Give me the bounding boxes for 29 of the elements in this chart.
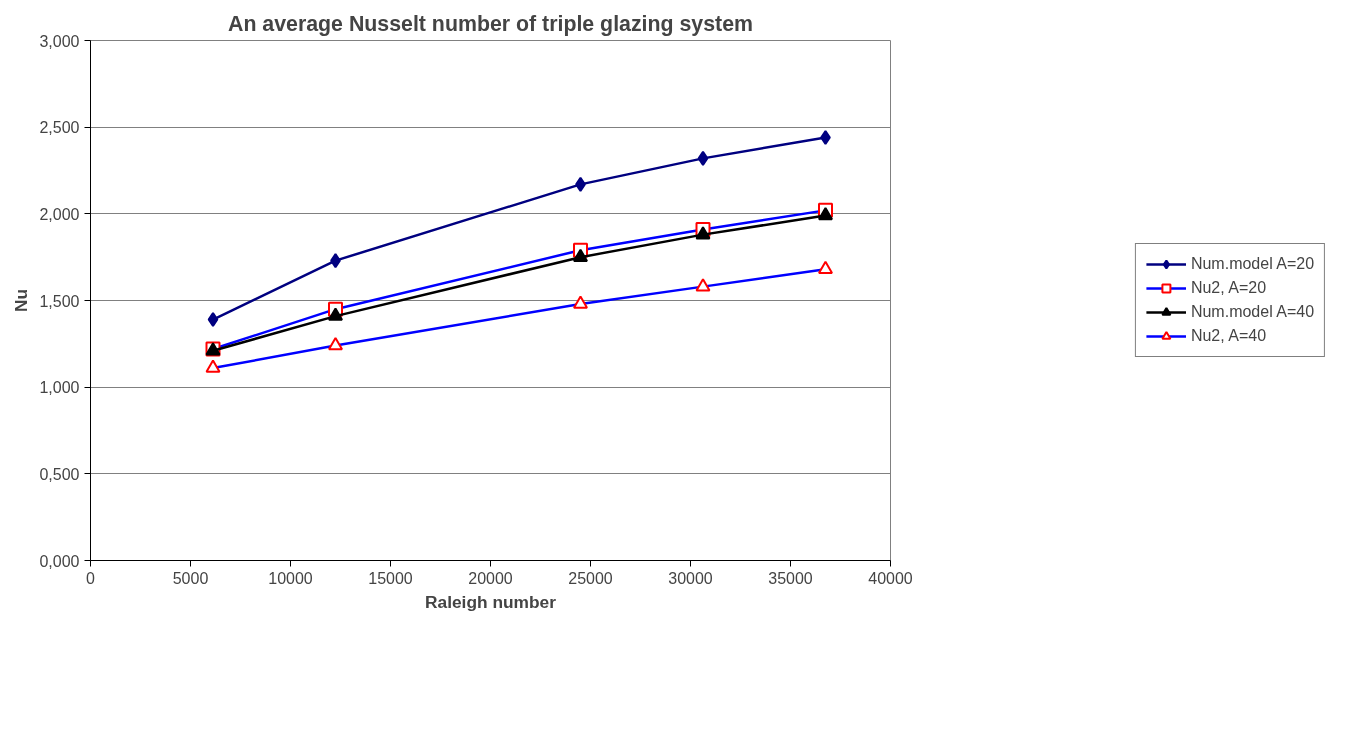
legend-label: Num.model A=20 <box>1190 255 1315 273</box>
y-tick-label: 0,000 <box>39 552 80 570</box>
point <box>573 248 588 262</box>
legend-label: Nu2, A=40 <box>1190 327 1267 345</box>
legend-label: Nu2, A=20 <box>1190 279 1267 297</box>
x-tick-label: 20000 <box>468 569 513 587</box>
x-tick-label: 35000 <box>768 569 813 587</box>
y-tick-label: 2,000 <box>39 205 80 223</box>
y-tick-label: 0,500 <box>39 465 80 483</box>
x-tick-label: 5000 <box>172 569 209 587</box>
point <box>818 207 833 221</box>
y-tick-label: 3,000 <box>39 32 80 50</box>
y-tick-label: 2,500 <box>39 119 80 137</box>
x-tick-label: 30000 <box>668 569 713 587</box>
y-axis-title: Nu <box>11 288 32 313</box>
point <box>695 226 711 240</box>
legend-label: Num.model A=40 <box>1190 303 1315 321</box>
x-axis-title: Raleigh number <box>425 591 557 612</box>
x-tick-label: 10000 <box>268 569 313 587</box>
y-tick-label: 1,000 <box>39 379 80 397</box>
chart-title: An average Nusselt number of triple glazing system <box>227 11 754 36</box>
point <box>697 150 709 166</box>
y-tick-label: 1,500 <box>39 292 80 310</box>
x-tick-label: 40000 <box>868 569 913 587</box>
point <box>328 307 343 321</box>
point <box>207 312 219 328</box>
x-tick-label: 0 <box>86 569 96 587</box>
x-tick-label: 25000 <box>568 569 613 587</box>
x-tick-label: 15000 <box>368 569 413 587</box>
